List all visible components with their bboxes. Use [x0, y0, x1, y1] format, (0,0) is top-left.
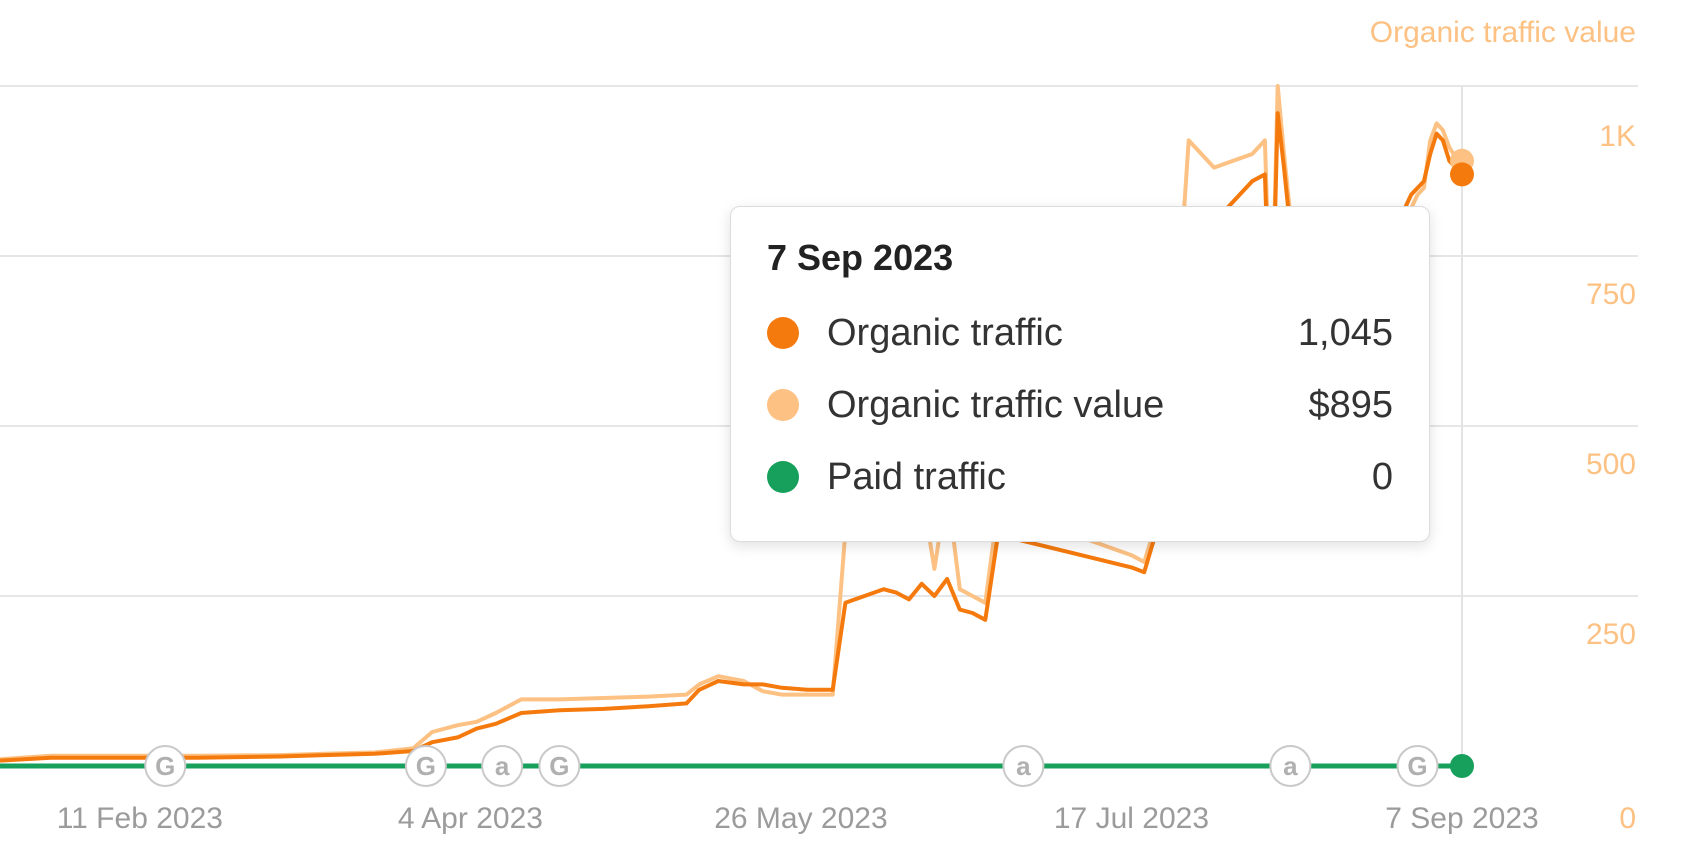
organic-traffic-dot-icon — [767, 317, 799, 349]
x-tick-label: 4 Apr 2023 — [398, 802, 543, 835]
x-tick-label: 11 Feb 2023 — [57, 802, 223, 835]
google-update-icon: G — [538, 745, 581, 787]
tooltip-label: Organic traffic — [827, 311, 1063, 354]
y-tick-label: 1K — [1599, 120, 1636, 153]
paid-traffic-dot-icon — [767, 461, 799, 493]
hover-point — [1450, 162, 1474, 187]
event-marker-circle — [1002, 745, 1045, 787]
event-marker-circle — [1269, 745, 1312, 787]
event-marker-circle — [404, 745, 447, 787]
tooltip-value: $895 — [1308, 383, 1393, 426]
hover-tooltip: 7 Sep 2023 Organic traffic 1,045 Organic… — [730, 206, 1430, 542]
event-marker-symbol: a — [1016, 751, 1031, 781]
y-tick-label: 250 — [1586, 618, 1636, 651]
google-update-icon: G — [404, 745, 447, 787]
x-tick-label: 17 Jul 2023 — [1054, 802, 1209, 835]
tooltip-row-organic-traffic-value: Organic traffic value $895 — [767, 369, 1393, 441]
google-update-icon: G — [1396, 745, 1439, 787]
tooltip-label: Organic traffic value — [827, 383, 1165, 426]
tooltip-label: Paid traffic — [827, 455, 1006, 498]
x-tick-label: 7 Sep 2023 — [1385, 802, 1538, 835]
y-tick-label: 750 — [1586, 278, 1636, 311]
tooltip-value: 1,045 — [1297, 311, 1393, 354]
y-tick-label: 500 — [1586, 448, 1636, 481]
event-marker-circle — [144, 745, 187, 787]
event-marker-symbol: G — [549, 751, 569, 781]
event-marker-symbol: G — [1407, 751, 1427, 781]
event-marker-symbol: a — [1283, 751, 1298, 781]
tooltip-row-paid-traffic: Paid traffic 0 — [767, 441, 1393, 513]
x-tick-label: 26 May 2023 — [714, 802, 887, 835]
event-marker-circle — [538, 745, 581, 787]
organic-traffic-value-dot-icon — [767, 389, 799, 421]
event-marker-circle — [481, 745, 524, 787]
hover-point — [1450, 754, 1474, 778]
event-marker-symbol: G — [155, 751, 175, 781]
event-marker-symbol: a — [495, 751, 510, 781]
y-axis-title: Organic traffic value — [1370, 16, 1636, 49]
event-marker-symbol: G — [416, 751, 436, 781]
y-tick-label: 0 — [1619, 802, 1636, 835]
google-update-icon: G — [144, 745, 187, 787]
event-marker-circle — [1396, 745, 1439, 787]
annotation-icon: a — [481, 745, 524, 787]
tooltip-row-organic-traffic: Organic traffic 1,045 — [767, 297, 1393, 369]
tooltip-value: 0 — [1371, 455, 1393, 498]
annotation-icon: a — [1002, 745, 1045, 787]
tooltip-date: 7 Sep 2023 — [767, 237, 954, 278]
annotation-icon: a — [1269, 745, 1312, 787]
